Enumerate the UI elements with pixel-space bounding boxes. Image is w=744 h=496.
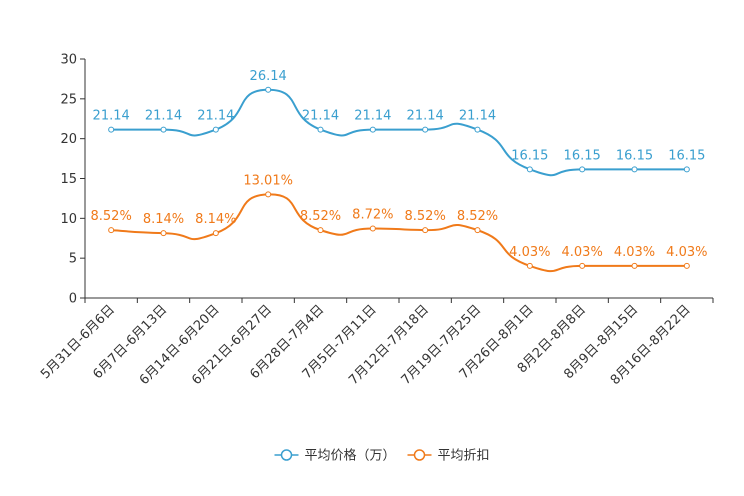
- data-point: [160, 126, 167, 133]
- legend-item-1: 平均价格（万）: [274, 448, 396, 464]
- data-label: 26.14: [250, 69, 287, 84]
- y-tick-label: 25: [60, 92, 77, 107]
- data-label: 21.14: [197, 109, 234, 124]
- data-label: 8.72%: [352, 208, 393, 223]
- data-label: 8.14%: [195, 212, 236, 227]
- data-label: 8.52%: [300, 209, 341, 224]
- data-point: [212, 230, 219, 237]
- data-point: [683, 166, 690, 173]
- series-2: 8.52% 8.14% 8.14% 13.01% 8.52% 8.72% 8.52% 8.52…: [91, 173, 707, 273]
- data-label: 8.52%: [457, 209, 498, 224]
- data-label: 21.14: [354, 109, 391, 124]
- data-point: [108, 126, 115, 133]
- data-label: 21.14: [459, 109, 496, 124]
- legend: 平均价格（万） 平均折扣: [274, 448, 490, 464]
- data-point: [631, 166, 638, 173]
- y-tick-label: 5: [69, 252, 77, 267]
- data-point: [108, 227, 115, 234]
- data-point: [317, 126, 324, 133]
- data-point: [579, 166, 586, 173]
- data-label: 21.14: [93, 109, 130, 124]
- y-tick-label: 20: [60, 132, 77, 147]
- data-label: 8.52%: [405, 209, 446, 224]
- data-label: 4.03%: [666, 245, 707, 260]
- data-label: 16.15: [616, 148, 653, 163]
- data-label: 16.15: [668, 148, 705, 163]
- series-layer: 21.14 21.14 21.14 26.14 21.14 21.14 21.14 21.14…: [91, 69, 707, 273]
- data-label: 21.14: [302, 109, 339, 124]
- data-label: 4.03%: [509, 245, 550, 260]
- data-point: [422, 126, 429, 133]
- data-point: [369, 225, 376, 232]
- y-tick-label: 10: [60, 212, 77, 227]
- data-label: 16.15: [564, 148, 601, 163]
- data-point: [369, 126, 376, 133]
- data-point: [474, 126, 481, 133]
- data-label: 4.03%: [614, 245, 655, 260]
- legend-marker: [280, 449, 293, 461]
- data-point: [579, 262, 586, 269]
- data-point: [526, 166, 533, 173]
- data-label: 13.01%: [243, 173, 293, 188]
- data-point: [317, 227, 324, 234]
- data-point: [474, 227, 481, 234]
- y-tick-label: 15: [60, 172, 77, 187]
- data-label: 21.14: [407, 109, 444, 124]
- data-point: [265, 86, 272, 93]
- y-tick-label: 0: [69, 292, 77, 307]
- series-1: 21.14 21.14 21.14 26.14 21.14 21.14 21.14 21.14…: [93, 69, 705, 177]
- data-label: 21.14: [145, 109, 182, 124]
- data-point: [422, 227, 429, 234]
- y-tick-label: 30: [60, 53, 77, 68]
- legend-item-2: 平均折扣: [407, 449, 490, 464]
- data-point: [160, 230, 167, 237]
- data-point: [631, 262, 638, 269]
- legend-marker: [413, 449, 426, 461]
- data-point: [265, 191, 272, 198]
- data-label: 4.03%: [562, 245, 603, 260]
- data-point: [212, 126, 219, 133]
- data-point: [526, 262, 533, 269]
- data-label: 8.14%: [143, 212, 184, 227]
- legend-label: 平均价格（万）: [305, 448, 396, 464]
- data-point: [683, 262, 690, 269]
- data-label: 8.52%: [91, 209, 132, 224]
- legend-label: 平均折扣: [438, 449, 490, 464]
- data-label: 16.15: [511, 148, 548, 163]
